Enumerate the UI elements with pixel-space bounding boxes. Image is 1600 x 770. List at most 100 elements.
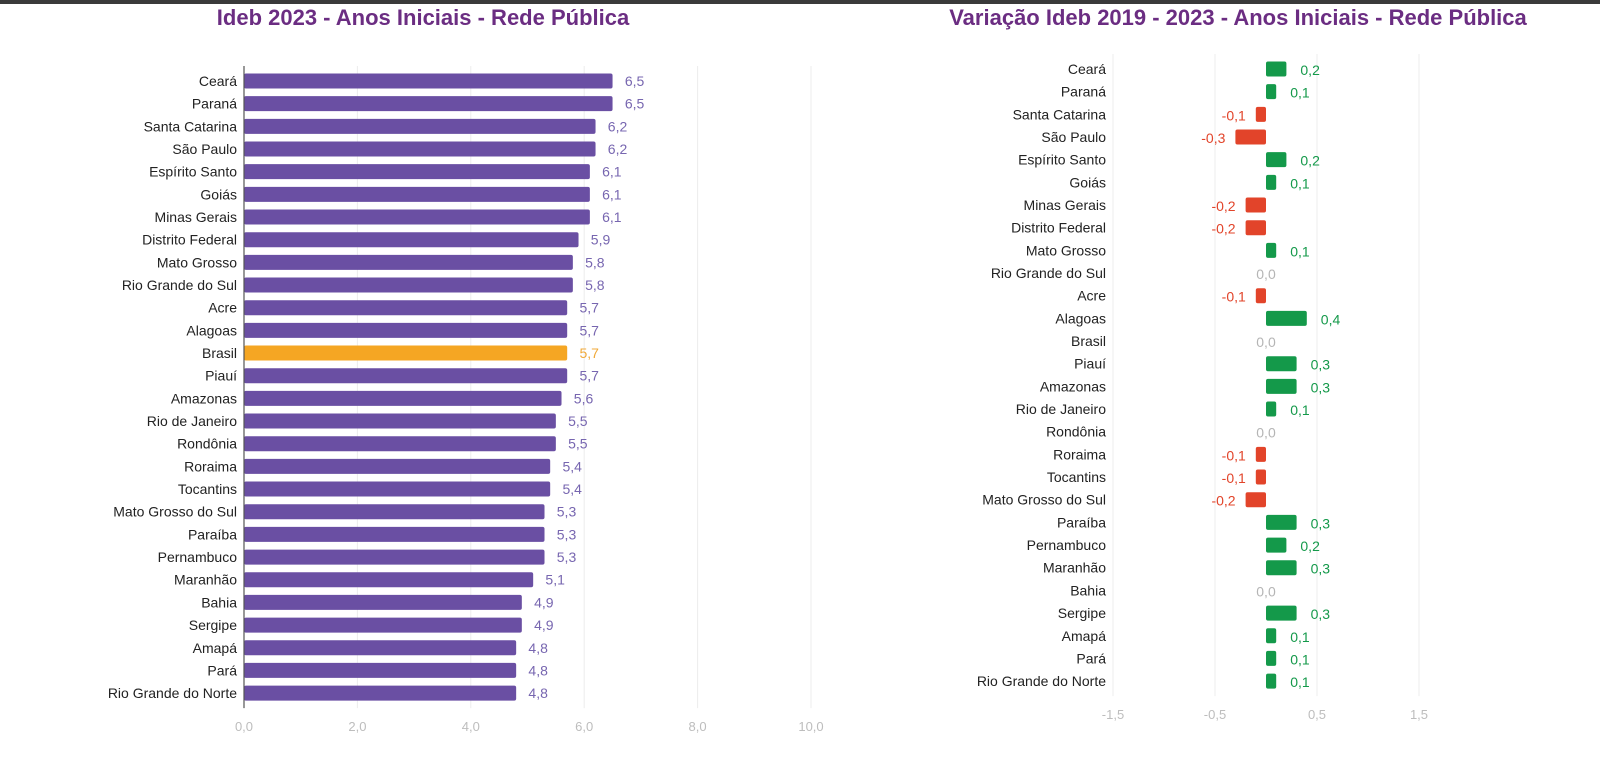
- bar: [244, 526, 545, 542]
- category-label: Sergipe: [189, 617, 237, 633]
- category-label: Rio Grande do Norte: [108, 685, 237, 701]
- ideb-2023-bar-chart: 0,0 2,0 4,0 6,0 8,0 10,0 Ceará 6,5 Paraná 6,5 Sant…: [108, 66, 824, 734]
- data-label: 6,2: [608, 141, 628, 157]
- data-label: 0,1: [1290, 651, 1310, 667]
- data-label: 0,3: [1311, 379, 1331, 395]
- x-tick-label: 10,0: [798, 719, 823, 734]
- data-label: 5,6: [574, 390, 594, 406]
- data-label: 5,8: [585, 277, 605, 293]
- category-label: Maranhão: [174, 572, 237, 588]
- data-label: 0,1: [1290, 402, 1310, 418]
- bar: [244, 617, 522, 633]
- bar: [244, 640, 517, 656]
- bar-negative: [1255, 446, 1266, 462]
- bar: [244, 504, 545, 520]
- data-label: 5,3: [557, 504, 577, 520]
- category-label: Paraíba: [188, 526, 237, 542]
- data-label: -0,1: [1222, 289, 1246, 305]
- category-label: Goiás: [200, 186, 237, 202]
- category-label: Bahia: [1070, 582, 1106, 598]
- category-label: Pará: [1076, 650, 1106, 666]
- category-label: Rio de Janeiro: [1016, 401, 1106, 417]
- bar: [244, 232, 579, 248]
- x-tick-label: 2,0: [348, 719, 366, 734]
- category-label: Espírito Santo: [1018, 152, 1106, 168]
- data-label: 5,4: [562, 481, 582, 497]
- category-label: Paraíba: [1057, 514, 1106, 530]
- x-tick-label: -1,5: [1102, 707, 1124, 722]
- data-label: 5,5: [568, 436, 588, 452]
- bar: [244, 73, 613, 89]
- bar-positive: [1266, 378, 1297, 394]
- bar: [244, 685, 517, 701]
- data-label: 5,1: [545, 572, 565, 588]
- data-label: 0,4: [1321, 311, 1341, 327]
- bar-negative: [1255, 106, 1266, 122]
- category-label: Paraná: [1061, 84, 1106, 100]
- data-label: 6,2: [608, 118, 628, 134]
- bar: [244, 118, 596, 134]
- data-label: -0,2: [1211, 198, 1235, 214]
- x-tick-label: -0,5: [1204, 707, 1226, 722]
- category-label: Acre: [208, 300, 237, 316]
- data-label: -0,3: [1201, 130, 1225, 146]
- category-label: Amazonas: [1040, 378, 1106, 394]
- data-label: 0,0: [1256, 334, 1276, 350]
- data-label: 0,1: [1290, 243, 1310, 259]
- data-label: 5,4: [562, 458, 582, 474]
- data-label: 0,2: [1300, 62, 1320, 78]
- category-label: Mato Grosso: [1026, 242, 1106, 258]
- category-label: Piauí: [205, 368, 237, 384]
- category-label: Santa Catarina: [144, 118, 238, 134]
- category-label: Tocantins: [178, 481, 237, 497]
- x-tick-label: 1,5: [1410, 707, 1428, 722]
- category-label: Rondônia: [177, 436, 237, 452]
- data-label: 0,3: [1311, 561, 1331, 577]
- category-label: Amapá: [193, 640, 238, 656]
- x-tick-label: 8,0: [689, 719, 707, 734]
- data-label: 0,2: [1300, 153, 1320, 169]
- data-label: -0,1: [1222, 470, 1246, 486]
- bar-negative: [1255, 469, 1266, 485]
- category-label: Amapá: [1062, 628, 1107, 644]
- bar: [244, 277, 573, 293]
- category-label: Sergipe: [1058, 605, 1106, 621]
- category-label: Alagoas: [186, 322, 237, 338]
- x-tick-label: 6,0: [575, 719, 593, 734]
- category-label: Goiás: [1069, 174, 1106, 190]
- category-label: Espírito Santo: [149, 164, 237, 180]
- category-label: Pará: [207, 662, 237, 678]
- bar: [244, 254, 573, 270]
- bar-negative: [1245, 492, 1266, 508]
- bar: [244, 481, 551, 497]
- bar: [244, 594, 522, 610]
- bar: [244, 164, 590, 180]
- data-label: 5,3: [557, 549, 577, 565]
- bar: [244, 458, 551, 474]
- category-label: Ceará: [199, 73, 237, 89]
- data-label: 5,5: [568, 413, 588, 429]
- data-label: 4,9: [534, 617, 554, 633]
- x-tick-label: 0,5: [1308, 707, 1326, 722]
- bar-negative: [1245, 197, 1266, 213]
- category-label: Minas Gerais: [155, 209, 237, 225]
- bar-negative: [1255, 288, 1266, 304]
- data-label: 5,7: [579, 322, 599, 338]
- bar: [244, 413, 556, 429]
- category-label: São Paulo: [172, 141, 237, 157]
- data-label: 4,8: [528, 662, 548, 678]
- data-label: 6,5: [625, 73, 645, 89]
- category-label: Rio Grande do Sul: [991, 265, 1106, 281]
- category-label: Ceará: [1068, 61, 1106, 77]
- data-label: 0,0: [1256, 266, 1276, 282]
- category-label: Brasil: [202, 345, 237, 361]
- x-tick-label: 0,0: [235, 719, 253, 734]
- bar: [244, 390, 562, 406]
- bar: [244, 436, 556, 452]
- category-label: Roraima: [184, 458, 237, 474]
- data-label: 0,1: [1290, 674, 1310, 690]
- bar-positive: [1266, 152, 1287, 168]
- data-label: 6,1: [602, 186, 622, 202]
- bar-positive: [1266, 84, 1277, 100]
- right-chart-title: Variação Ideb 2019 - 2023 - Anos Iniciai…: [949, 5, 1527, 30]
